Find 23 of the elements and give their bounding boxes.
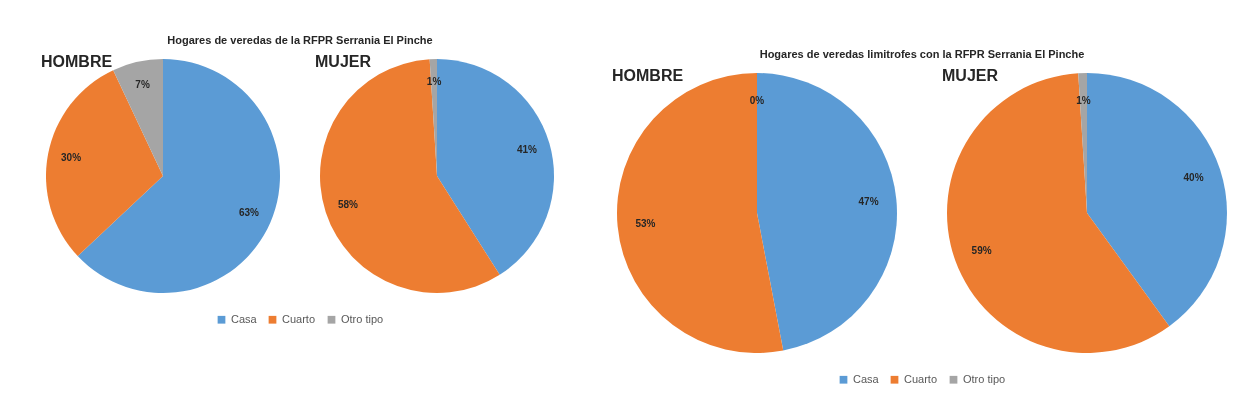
slice-label: HOMBRE [41, 53, 113, 70]
data-label: 7% [135, 78, 150, 90]
slice-label: HOMBRE [611, 67, 683, 84]
legend-label: Cuarto [282, 312, 316, 325]
data-label: 40% [1183, 172, 1204, 184]
data-label: 30% [61, 152, 82, 164]
slice-label: MUJER [941, 67, 998, 84]
legend-label: Casa [852, 372, 880, 385]
legend-label: Otro tipo [962, 372, 1005, 385]
data-label: 59% [971, 244, 992, 256]
chart-title: Hogares de veredas limitrofes con la RFPR Serrania El Pinche [759, 48, 1084, 60]
legend-label: Casa [231, 312, 258, 325]
data-label: 47% [858, 196, 879, 208]
slice-label: MUJER [315, 53, 372, 70]
data-label: 58% [337, 198, 359, 210]
legend-label: Otro tipo [341, 312, 384, 325]
data-label: 53% [634, 217, 656, 229]
text: 0% [749, 95, 764, 106]
data-label: 63% [238, 207, 260, 219]
chart-title: Hogares de veredas de la RFPR Serrania El Pinche [167, 34, 433, 46]
data-label: 41% [516, 143, 537, 155]
data-label: 1% [426, 76, 442, 88]
legend-label: Cuarto [903, 372, 937, 385]
